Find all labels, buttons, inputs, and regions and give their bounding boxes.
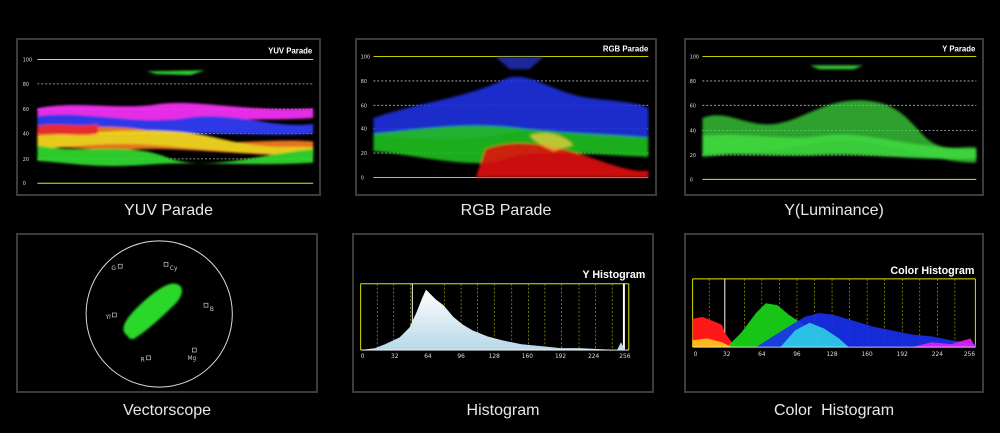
luma-scale-label: 80 [690, 79, 696, 85]
y-hist-axis-label: 160 [522, 354, 533, 360]
luminance-panel: 100 80 60 40 20 0 Y Parade [684, 38, 984, 196]
histogram-caption: Histogram [466, 402, 540, 419]
color-hist-axis-label: 224 [932, 352, 943, 358]
luma-scale-label: 20 [690, 153, 696, 159]
yuv-panel-title: YUV Parade [268, 47, 313, 56]
luma-scale-label: 60 [690, 103, 696, 109]
vectorscope-caption: Vectorscope [122, 402, 212, 419]
color-histogram: 0 32 64 96 128 160 192 224 256 Color His… [692, 265, 976, 358]
luminance-caption: Y(Luminance) [784, 202, 884, 219]
rgb-scale-label: 80 [361, 79, 367, 85]
color-hist-axis-label: 160 [862, 352, 873, 358]
y-histogram-panel: 0 32 64 96 128 160 192 224 256 Y Histogr… [352, 233, 654, 393]
luma-scale-label: 100 [690, 55, 699, 61]
yuv-scale-label: 40 [23, 132, 29, 138]
target-g-label: G [111, 266, 116, 272]
rgb-parade-panel: 100 80 60 40 20 0 RGB Parade [355, 38, 657, 196]
rgb-scale-label: 60 [361, 103, 367, 109]
y-hist-axis-label: 224 [588, 354, 599, 360]
y-hist-axis-label: 0 [361, 354, 365, 360]
yuv-scale-label: 0 [23, 181, 26, 187]
y-hist-axis-label: 192 [555, 354, 566, 360]
target-yl-label: Yl [105, 315, 112, 321]
yuv-scale-label: 80 [23, 82, 29, 88]
color-hist-axis-label: 64 [758, 352, 766, 358]
rgb-scale-label: 40 [361, 127, 367, 133]
color-hist-axis-label: 32 [723, 352, 731, 358]
rgb-scale-label: 0 [361, 175, 364, 181]
target-cy-label: Cy [170, 266, 178, 272]
rgb-scale-label: 100 [361, 55, 370, 61]
color-histogram-panel: 0 32 64 96 128 160 192 224 256 Color His… [684, 233, 984, 393]
luminance-scope: 100 80 60 40 20 0 Y Parade [690, 45, 977, 183]
color-hist-axis-label: 192 [897, 352, 908, 358]
color-hist-axis-label: 96 [793, 352, 801, 358]
vectorscope-panel: G Cy B Mg R Yl [16, 233, 318, 393]
target-r-label: R [141, 358, 145, 364]
vectorscope: G Cy B Mg R Yl [85, 240, 233, 388]
yuv-scale-label: 20 [23, 157, 29, 163]
y-hist-axis-label: 32 [391, 354, 399, 360]
y-histogram-title: Y Histogram [582, 269, 645, 281]
yuv-caption: YUV Parade [124, 202, 213, 219]
yuv-scale-label: 60 [23, 107, 29, 113]
luma-panel-title: Y Parade [942, 45, 976, 54]
color-hist-axis-label: 0 [694, 352, 698, 358]
rgb-parade-scope: 100 80 60 40 20 0 RGB Parade [361, 45, 649, 182]
yuv-parade-panel: 100 80 60 40 20 0 YUV Parade [16, 38, 321, 196]
target-mg-label: Mg [187, 356, 196, 362]
yuv-parade-scope: 100 80 60 40 20 0 YUV Parade [23, 47, 314, 187]
y-hist-axis-label: 256 [619, 354, 630, 360]
y-histogram: 0 32 64 96 128 160 192 224 256 Y Histogr… [360, 269, 645, 360]
color-histogram-caption: Color Histogram [773, 402, 895, 419]
color-hist-axis-label: 128 [826, 352, 837, 358]
luma-scale-label: 40 [690, 129, 696, 135]
y-hist-axis-label: 64 [424, 354, 432, 360]
target-b-label: B [210, 307, 214, 313]
luma-scale-label: 0 [690, 177, 693, 183]
rgb-scale-label: 20 [361, 151, 367, 157]
y-hist-axis-label: 96 [457, 354, 465, 360]
color-histogram-title: Color Histogram [890, 265, 974, 277]
y-hist-axis-label: 128 [489, 354, 500, 360]
rgb-panel-title: RGB Parade [603, 45, 649, 54]
color-hist-axis-label: 256 [964, 352, 975, 358]
yuv-scale-label: 100 [23, 57, 32, 63]
rgb-caption: RGB Parade [460, 202, 552, 219]
